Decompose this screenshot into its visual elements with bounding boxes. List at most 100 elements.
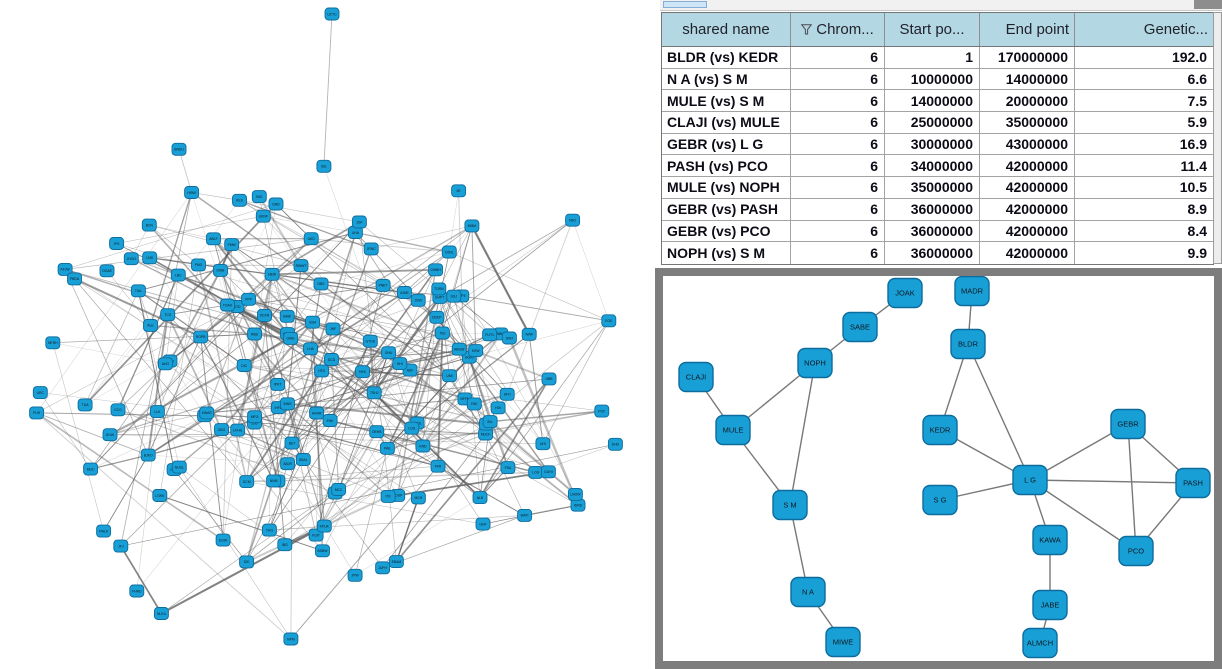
table-cell[interactable]: MULE (vs) S M [662,90,791,112]
network-node[interactable]: HSMI [184,186,200,199]
table-cell[interactable]: 14000000 [980,68,1075,90]
network-node[interactable]: KPUK [316,519,332,533]
table-cell[interactable]: 6 [791,242,885,264]
table-row[interactable]: GEBR (vs) PCO 6 36000000 42000000 8.4 [662,220,1213,243]
table-scrollbar[interactable] [1213,12,1222,264]
network-node[interactable]: TOAK [220,298,235,312]
network-node[interactable]: MCC [331,483,347,496]
network-node[interactable]: GHU [381,346,397,360]
table-cell[interactable]: 6.6 [1187,71,1207,88]
network-node[interactable]: DIC [236,359,252,372]
graph-node-l-g[interactable]: L G [1012,464,1048,496]
table-row[interactable]: N A (vs) S M 6 10000000 14000000 6.6 [662,68,1213,91]
network-node[interactable]: JUFH [375,561,391,575]
network-node[interactable]: ISIL [316,159,332,173]
graph-node-noph[interactable]: NOPH [797,347,833,379]
network-node[interactable]: HKRR [309,406,325,420]
graph-node-s-g[interactable]: S G [922,484,958,516]
network-node[interactable]: LTWK [152,489,168,502]
network-node[interactable]: AHO [157,357,173,371]
main-network-view[interactable]: UCTCRWWTIPGLFHGLOUWPIIJJGBSBWALEBETIDRDB… [0,0,650,669]
table-cell[interactable]: CLAJI (vs) MULE [662,112,791,133]
network-node[interactable]: FWLK [96,524,112,538]
table-cell[interactable]: 34000000 [885,155,980,177]
table-cell[interactable]: 5.9 [1187,114,1207,131]
table-cell[interactable]: N A (vs) S M [662,68,791,90]
network-node[interactable]: DCM [239,475,255,489]
table-cell[interactable]: 14000000 [885,90,980,112]
network-node[interactable]: HBB [541,372,557,386]
network-node[interactable]: OCFR [257,308,272,322]
table-cell[interactable]: 1 [885,47,980,68]
network-node[interactable]: BIL [482,415,498,429]
network-node[interactable]: FAK [466,397,482,411]
network-node[interactable]: FSA [500,461,516,475]
network-node[interactable]: KRD [415,439,431,453]
column-header-shared-name[interactable]: shared name [662,13,791,46]
network-node[interactable]: DHO [607,437,623,451]
table-row[interactable]: GEBR (vs) L G 6 30000000 43000000 16.9 [662,133,1213,156]
strip-scroll-fragment[interactable] [1194,0,1222,9]
network-node[interactable]: OJNL [441,245,457,259]
network-node[interactable]: LFHG [230,423,246,437]
table-tab-fragment[interactable] [663,1,707,8]
network-node[interactable]: MPJI [247,410,263,424]
table-cell[interactable]: 6 [791,47,885,68]
table-cell[interactable]: 8.4 [1187,222,1207,239]
network-node[interactable]: LHA [303,342,318,356]
network-node[interactable]: KWAS [199,406,215,420]
network-node[interactable]: MMM [464,219,480,233]
table-cell[interactable]: 36000000 [885,220,980,242]
network-node[interactable]: SWJ [501,331,517,345]
network-node[interactable]: MCH [410,491,426,505]
network-node[interactable]: TORN [431,282,447,296]
network-node[interactable]: MATI [517,508,533,522]
network-node[interactable]: IPG [109,237,125,250]
table-cell[interactable]: 42000000 [980,220,1075,242]
network-node[interactable]: FKR [430,459,446,473]
table-cell[interactable]: 42000000 [980,242,1075,264]
table-cell[interactable]: 42000000 [980,155,1075,177]
table-row[interactable]: PASH (vs) PCO 6 34000000 42000000 11.4 [662,155,1213,178]
network-node[interactable]: PAE [379,441,395,455]
network-node[interactable]: BAW [279,309,295,323]
network-node[interactable]: PUH [29,406,45,420]
network-node[interactable]: NEW [264,267,280,281]
network-node[interactable]: BSBW [315,544,330,558]
network-node[interactable]: JKUK [102,428,118,442]
network-node[interactable]: NERH [45,336,61,350]
network-node[interactable]: TBJ [434,326,450,340]
network-node[interactable]: LBC [170,268,186,282]
network-node[interactable]: LNOW [567,487,583,501]
table-cell[interactable]: NOPH (vs) S M [662,242,791,264]
table-cell[interactable]: 43000000 [980,133,1075,155]
table-cell[interactable]: 35000000 [980,112,1075,133]
network-node[interactable]: HEK [355,365,370,379]
network-node[interactable]: ABLF [206,232,221,246]
network-node[interactable]: LND [142,251,158,265]
table-row[interactable]: MULE (vs) NOPH 6 35000000 42000000 10.5 [662,177,1213,199]
network-node[interactable]: ROPB [193,330,209,344]
table-cell[interactable]: 10000000 [885,68,980,90]
network-node[interactable]: TCS [160,308,176,322]
network-node[interactable]: ITK [380,489,396,503]
table-cell[interactable]: 25000000 [885,112,980,133]
network-node[interactable]: GWBH [428,263,444,277]
network-node[interactable]: FMW [224,238,240,252]
table-cell[interactable]: 36000000 [885,198,980,220]
network-node[interactable]: JFJ [113,539,129,553]
network-node[interactable]: JNF [325,322,341,336]
network-node[interactable]: THG [261,523,277,537]
table-cell[interactable]: BLDR (vs) KEDR [662,47,791,68]
network-node[interactable]: BET [284,436,300,450]
network-node[interactable]: ALE [143,318,158,332]
network-node[interactable]: LOU [528,465,544,479]
network-node[interactable]: EOE [601,314,617,328]
network-node[interactable]: NNM [266,474,282,488]
network-node[interactable]: HTD [314,364,330,378]
network-node[interactable]: FLFG [482,328,498,342]
network-node[interactable]: BJKO [140,448,156,462]
table-cell[interactable]: 6 [791,90,885,112]
table-cell[interactable]: 20000000 [980,90,1075,112]
network-node[interactable]: IPKT [270,377,286,391]
